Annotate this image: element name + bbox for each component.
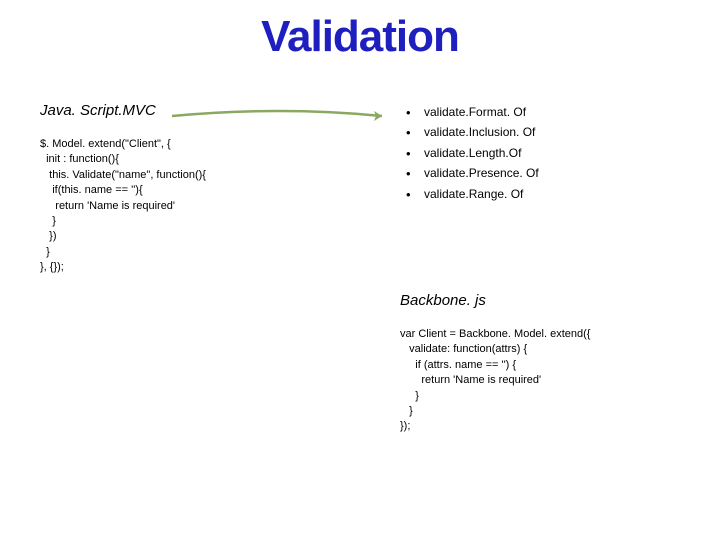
content-area: Java. Script.MVC $. Model. extend("Clien…: [0, 62, 720, 522]
list-item: validate.Length.Of: [400, 143, 680, 163]
code-block-jsmvc: $. Model. extend("Client", { init : func…: [40, 137, 320, 276]
list-item: validate.Format. Of: [400, 102, 680, 122]
code-block-backbone: var Client = Backbone. Model. extend({ v…: [400, 327, 680, 435]
bullet-list: validate.Format. Of validate.Inclusion. …: [400, 102, 680, 204]
right-column: validate.Format. Of validate.Inclusion. …: [400, 102, 680, 204]
page-title: Validation: [0, 12, 720, 62]
backbone-section: Backbone. js var Client = Backbone. Mode…: [400, 292, 680, 435]
list-item: validate.Presence. Of: [400, 163, 680, 183]
list-item: validate.Range. Of: [400, 184, 680, 204]
list-item: validate.Inclusion. Of: [400, 122, 680, 142]
arrow-icon: [170, 104, 390, 134]
framework-label-backbone: Backbone. js: [400, 292, 680, 309]
